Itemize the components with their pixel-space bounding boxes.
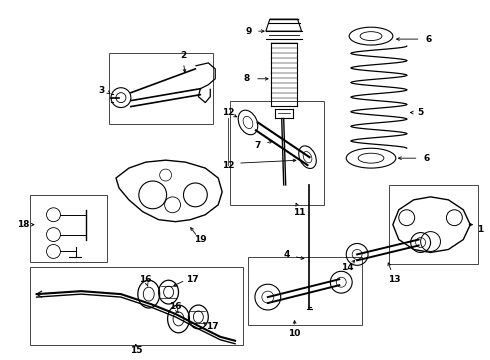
Bar — [30, 195, 107, 262]
Text: 13: 13 — [388, 275, 400, 284]
Text: 8: 8 — [244, 74, 250, 83]
Text: 10: 10 — [289, 329, 301, 338]
Text: 17: 17 — [186, 275, 199, 284]
Text: 12: 12 — [222, 108, 234, 117]
Text: 14: 14 — [341, 263, 353, 272]
Text: 3: 3 — [98, 86, 104, 95]
Bar — [230, 100, 324, 205]
Text: 11: 11 — [294, 208, 306, 217]
Bar — [248, 257, 362, 325]
Bar — [389, 185, 478, 264]
Text: 7: 7 — [255, 141, 261, 150]
Text: 4: 4 — [284, 250, 290, 259]
Text: 6: 6 — [423, 154, 430, 163]
Text: 15: 15 — [129, 346, 142, 355]
Text: 17: 17 — [206, 322, 219, 331]
Bar — [30, 267, 243, 345]
Text: 16: 16 — [169, 302, 182, 311]
Text: 6: 6 — [425, 35, 432, 44]
Text: 5: 5 — [417, 108, 424, 117]
Text: 18: 18 — [18, 220, 30, 229]
Bar — [109, 53, 213, 125]
Text: 12: 12 — [222, 161, 234, 170]
Text: 1: 1 — [477, 225, 483, 234]
Text: 9: 9 — [246, 27, 252, 36]
Text: 19: 19 — [194, 235, 207, 244]
Text: 2: 2 — [180, 51, 187, 60]
Text: 16: 16 — [140, 275, 152, 284]
